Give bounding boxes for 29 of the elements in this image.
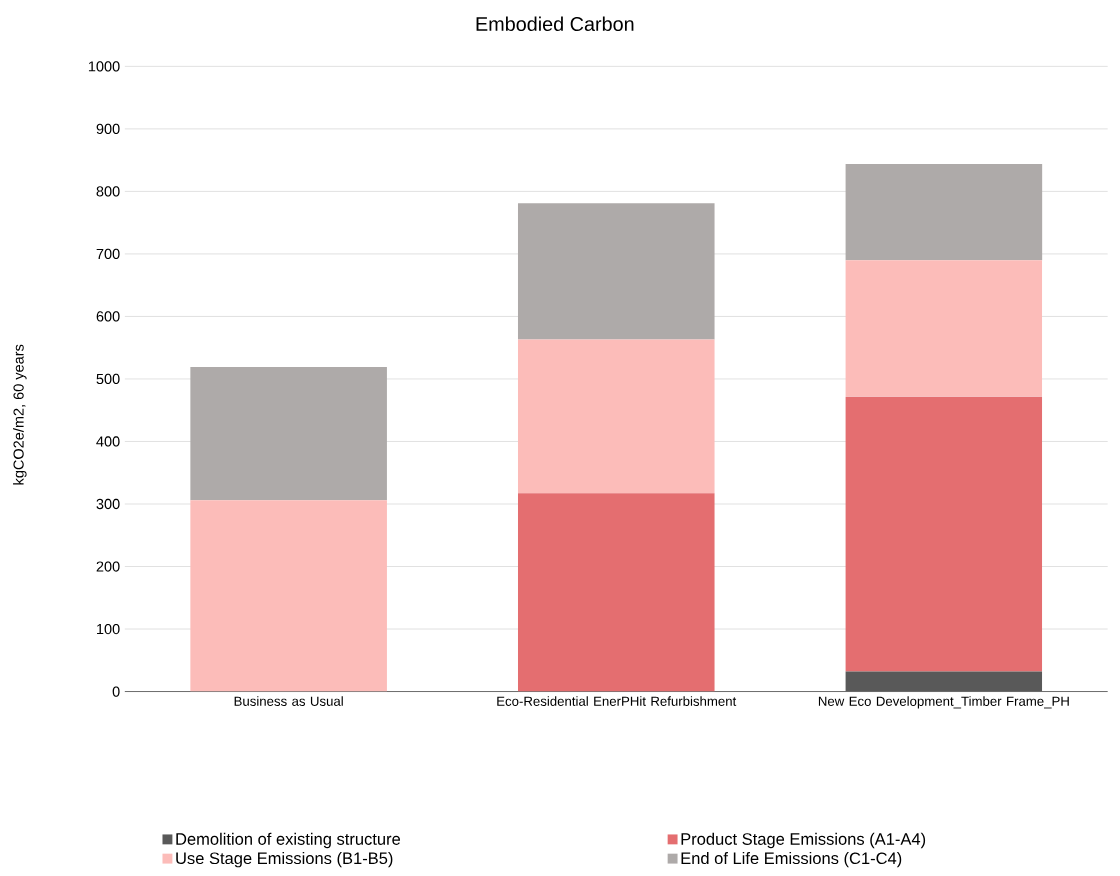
y-axis-title: kgCO2e/m2, 60 years xyxy=(13,344,27,485)
x-tick-label: New Eco Development_Timber Frame_PH xyxy=(818,696,1069,709)
y-tick-label: 400 xyxy=(96,436,120,447)
bar xyxy=(845,396,1043,672)
legend-label: Demolition of existing structure xyxy=(176,832,401,849)
x-tick-label: Business as Usual xyxy=(234,696,343,706)
y-tick-label: 0 xyxy=(112,686,120,697)
bar xyxy=(845,671,1043,692)
y-tick-label: 500 xyxy=(96,373,120,385)
y-tick-label: 1000 xyxy=(88,61,120,72)
y-tick-label: 700 xyxy=(96,248,120,260)
legend-label: Use Stage Emissions (B1-B5) xyxy=(176,852,393,868)
legend-label: Product Stage Emissions (A1-A4) xyxy=(681,832,926,849)
y-tick-label: 600 xyxy=(96,311,120,322)
y-tick-label: 900 xyxy=(96,123,120,135)
bar xyxy=(845,260,1043,397)
bar xyxy=(517,339,715,494)
y-tick-label: 800 xyxy=(96,186,120,197)
bar xyxy=(190,367,387,501)
y-tick-label: 300 xyxy=(96,498,120,510)
bar xyxy=(190,500,387,692)
bar xyxy=(517,493,715,692)
bar xyxy=(845,163,1043,261)
y-tick-label: 200 xyxy=(96,561,120,572)
x-tick-label: Eco-Residential EnerPHit Refurbishment xyxy=(497,696,737,706)
bar xyxy=(517,203,715,340)
chart-title: Embodied Carbon xyxy=(476,16,634,32)
y-tick-label: 100 xyxy=(97,623,120,635)
legend-label: End of Life Emissions (C1-C4) xyxy=(681,852,902,868)
